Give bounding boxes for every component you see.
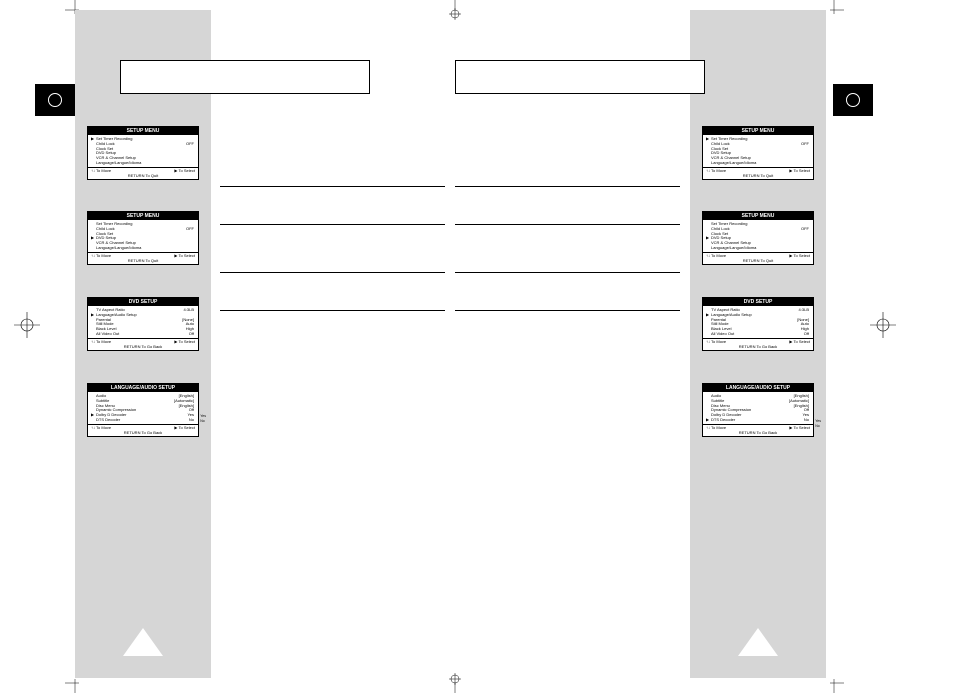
setup-menu-card-1r: SETUP MENU ▶Set Timer Recording Child Lo… xyxy=(702,126,814,180)
step-line-l3 xyxy=(220,272,445,273)
reg-mark-right xyxy=(870,312,896,338)
setup-menu-card-2r: SETUP MENU Set Timer Recording Child Loc… xyxy=(702,211,814,265)
step-line-r1 xyxy=(455,186,680,187)
item-lang: Language/Langue/Idioma xyxy=(96,161,141,166)
left-sidebar: SETUP MENU ▶Set Timer Recording Child Lo… xyxy=(75,10,211,678)
lang-audio-card-right: LANGUAGE/AUDIO SETUP Audio[English] Subt… xyxy=(702,383,814,437)
step-line-l2 xyxy=(220,224,445,225)
step-line-l4 xyxy=(220,310,445,311)
right-sidebar: SETUP MENU ▶Set Timer Recording Child Lo… xyxy=(690,10,826,678)
step-line-r3 xyxy=(455,272,680,273)
up-triangle-right xyxy=(738,628,778,656)
black-tab-right xyxy=(833,84,873,116)
step-line-l1 xyxy=(220,186,445,187)
step-line-r2 xyxy=(455,224,680,225)
lang-audio-card-left: LANGUAGE/AUDIO SETUP Audio[English] Subt… xyxy=(87,383,199,437)
menu-title: SETUP MENU xyxy=(88,127,198,135)
dvd-setup-card-r: DVD SETUP TV Aspect Ratio4:3LB ▶Language… xyxy=(702,297,814,351)
step-line-r4 xyxy=(455,310,680,311)
section-title-right xyxy=(455,60,705,94)
setup-menu-card-2: SETUP MENU Set Timer Recording Child Loc… xyxy=(87,211,199,265)
setup-menu-card-1: SETUP MENU ▶Set Timer Recording Child Lo… xyxy=(87,126,199,180)
reg-mark-left xyxy=(14,312,40,338)
dvd-setup-card: DVD SETUP TV Aspect Ratio4:3LB ▶Language… xyxy=(87,297,199,351)
section-title-left xyxy=(120,60,370,94)
up-triangle-left xyxy=(123,628,163,656)
black-tab-left xyxy=(35,84,75,116)
